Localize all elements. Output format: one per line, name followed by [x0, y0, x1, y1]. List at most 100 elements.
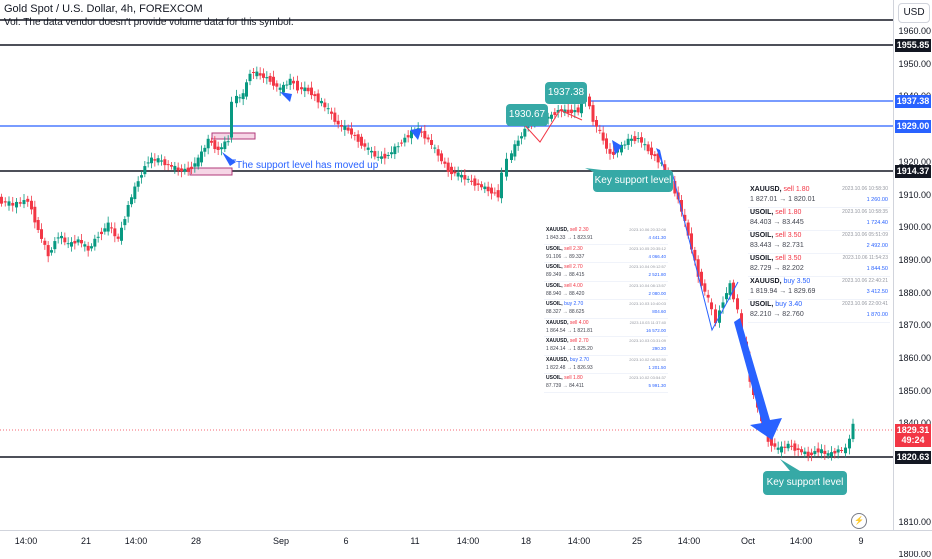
- candle-body: [292, 80, 295, 84]
- chart-area[interactable]: Gold Spot / U.S. Dollar, 4h, FOREXCOM Vo…: [0, 0, 893, 530]
- candle-body: [663, 164, 667, 171]
- label-1930[interactable]: 1930.67: [506, 104, 548, 126]
- candle-body: [275, 83, 279, 87]
- candle-body: [496, 190, 500, 198]
- candle-body: [18, 202, 22, 204]
- trade-symbol: USOIL: [750, 232, 772, 239]
- trade-date: 2023.10.05 20:35:12: [629, 245, 666, 251]
- candle-body: [166, 164, 170, 166]
- candle-body: [333, 112, 337, 122]
- trade-side: buy 3.50: [783, 278, 811, 285]
- candle-body: [93, 238, 97, 247]
- candle-body: [573, 110, 577, 113]
- time-tick-label: 14:00: [456, 536, 480, 546]
- trade-date: 2023.10.06 10:58:30: [842, 186, 888, 192]
- time-tick-label: 14:00: [14, 536, 38, 546]
- candle-body: [56, 237, 60, 239]
- trade-date: 2023.10.02 08:52:50: [629, 356, 666, 362]
- candle-body: [816, 448, 820, 453]
- candle-body: [486, 186, 490, 192]
- price-chart[interactable]: [0, 0, 893, 530]
- time-tick-label: 21: [80, 536, 92, 546]
- candle-body: [836, 449, 840, 453]
- candle-body: [216, 146, 220, 150]
- time-tick-label: 9: [858, 536, 864, 546]
- lightning-icon[interactable]: ⚡: [851, 513, 867, 529]
- projection-line: [671, 171, 739, 332]
- support-moved-up-text[interactable]: The support level has moved up: [236, 160, 379, 171]
- candle-body: [186, 167, 190, 172]
- key-support-callout-1[interactable]: Key support level: [593, 170, 673, 192]
- price-tick-label: 1900.00: [898, 222, 931, 233]
- trade-range: 87.739 → 84.411: [546, 383, 584, 389]
- candle-body: [86, 245, 90, 251]
- symbol-title[interactable]: Gold Spot / U.S. Dollar, 4h, FOREXCOM: [4, 3, 203, 15]
- trade-symbol: USOIL: [750, 209, 772, 216]
- candle-body: [714, 309, 717, 324]
- candle-body: [245, 82, 248, 97]
- candle-body: [106, 222, 110, 232]
- candle-body: [653, 154, 657, 157]
- candle-body: [620, 144, 623, 153]
- candle-body: [796, 448, 800, 450]
- time-axis[interactable]: 14:00 21 14:00 28 Sep 6 11 14:00 18 14:00 25 14:00 O…: [0, 530, 932, 551]
- time-tick-label: 11: [410, 536, 420, 546]
- trade-range: 1 827.01 → 1 820.01: [750, 196, 816, 203]
- key-support-callout-2[interactable]: Key support level: [763, 471, 847, 495]
- candle-body: [783, 446, 787, 448]
- candle-body: [480, 184, 483, 188]
- currency-button[interactable]: USD: [898, 3, 930, 23]
- candle-body: [390, 152, 393, 155]
- candle-body: [640, 137, 643, 143]
- candle-body: [736, 298, 739, 310]
- candle-body: [690, 233, 693, 250]
- candle-body: [450, 166, 453, 175]
- candle-body: [252, 72, 255, 73]
- trade-range: 82.729 → 82.202: [750, 265, 804, 272]
- trade-side: sell 3.50: [775, 255, 802, 262]
- candle-body: [282, 84, 285, 93]
- candle-body: [826, 453, 830, 456]
- trade-symbol-line: XAUUSD, sell 2.70: [546, 338, 589, 344]
- candle-body: [300, 87, 303, 90]
- candle-body: [140, 175, 143, 178]
- trade-range: 1 843.33 → 1 823.91: [546, 235, 593, 241]
- candle-body: [156, 158, 160, 163]
- candle-body: [823, 450, 827, 454]
- candle-body: [770, 436, 773, 446]
- candle-body: [443, 161, 447, 164]
- trade-row: USOIL, sell 4.00 2023.10.04 08:13:57 88.94…: [544, 282, 668, 300]
- trade-date: 2023.10.06 11:54:23: [842, 255, 888, 261]
- trade-symbol: XAUUSD: [546, 227, 568, 233]
- candle-body: [396, 146, 400, 148]
- candle-body: [3, 201, 7, 203]
- zigzag-line: [519, 109, 583, 143]
- candle-body: [683, 214, 687, 221]
- price-tick-label: 1850.00: [898, 385, 931, 396]
- candle-body: [73, 240, 77, 244]
- trade-row: USOIL, sell 2.30 2023.10.05 20:35:12 91.10…: [544, 245, 668, 263]
- candle-body: [15, 201, 18, 208]
- candle-body: [793, 443, 797, 451]
- candle-body: [30, 200, 33, 210]
- candle-body: [360, 136, 363, 146]
- price-tag: 1929.00: [895, 120, 931, 133]
- trade-amount: 1 844.50: [866, 266, 888, 272]
- label-1937[interactable]: 1937.38: [545, 82, 587, 104]
- price-tag: 49:24: [895, 434, 931, 447]
- trade-amount: 4 441.30: [648, 235, 666, 240]
- candle-body: [423, 130, 427, 139]
- candle-body: [163, 159, 167, 166]
- candle-body: [213, 140, 217, 150]
- trade-side: buy 2.70: [569, 356, 590, 363]
- candle-body: [43, 240, 47, 245]
- trade-symbol: XAUUSD: [750, 278, 780, 285]
- candle-body: [143, 166, 147, 175]
- candle-body: [340, 125, 343, 127]
- candle-body: [776, 447, 780, 450]
- candle-body: [693, 249, 697, 261]
- trade-symbol-line: XAUUSD, buy 3.50: [750, 278, 811, 285]
- trade-amount: 1 260.00: [866, 197, 888, 203]
- candle-body: [608, 149, 612, 154]
- candle-body: [706, 294, 710, 298]
